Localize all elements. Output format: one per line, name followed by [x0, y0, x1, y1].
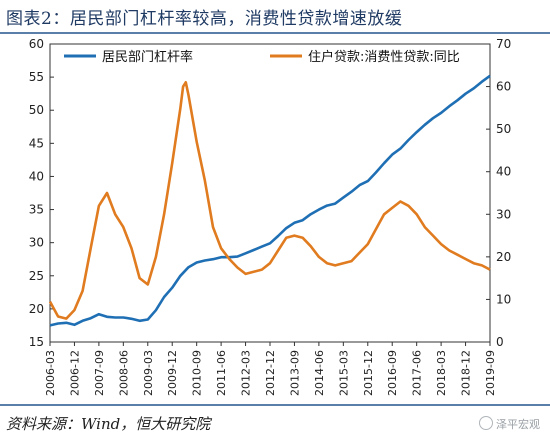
- x-tick-label: 2007-09: [93, 350, 106, 396]
- left-tick-label: 15: [29, 335, 44, 349]
- left-tick-label: 50: [29, 103, 44, 117]
- x-tick-label: 2012-12: [264, 350, 277, 396]
- left-tick-label: 55: [29, 70, 44, 84]
- right-tick-label: 10: [496, 292, 511, 306]
- x-tick-label: 2009-12: [166, 350, 179, 396]
- left-tick-label: 30: [29, 236, 44, 250]
- x-tick-label: 2016-09: [386, 350, 399, 396]
- chart-title: 图表2：居民部门杠杆率较高，消费性贷款增速放缓: [6, 9, 403, 29]
- x-tick-label: 2009-03: [142, 350, 155, 396]
- left-tick-label: 35: [29, 203, 44, 217]
- series-line-leverage: [49, 74, 491, 327]
- left-tick-label: 45: [29, 136, 44, 150]
- right-tick-label: 0: [496, 335, 504, 349]
- x-tick-label: 2012-03: [240, 350, 253, 396]
- x-tick-label: 2013-09: [288, 350, 301, 396]
- x-tick-label: 2015-12: [362, 350, 375, 396]
- left-tick-label: 25: [29, 269, 44, 283]
- source-bar: 资料来源：Wind，恒大研究院 泽平宏观: [0, 404, 550, 442]
- x-tick-label: 2017-06: [411, 350, 424, 396]
- x-tick-label: 2015-03: [337, 350, 350, 396]
- x-tick-label: 2006-03: [44, 350, 57, 396]
- title-bar: 图表2：居民部门杠杆率较高，消费性贷款增速放缓: [0, 0, 550, 34]
- left-tick-label: 20: [29, 302, 44, 316]
- left-tick-label: 60: [29, 37, 44, 51]
- watermark: 泽平宏观: [479, 416, 540, 432]
- right-tick-label: 60: [496, 80, 511, 94]
- source-note: 资料来源：Wind，恒大研究院: [6, 415, 211, 433]
- left-tick-label: 40: [29, 169, 44, 183]
- x-tick-label: 2018-03: [435, 350, 448, 396]
- x-tick-label: 2019-09: [484, 350, 497, 396]
- x-tick-label: 2010-09: [191, 350, 204, 396]
- series-line-consumer-loan: [48, 81, 491, 320]
- right-tick-label: 70: [496, 37, 511, 51]
- plot-frame: [49, 43, 491, 343]
- x-tick-label: 2006-12: [68, 350, 81, 396]
- line-chart: 15 20 25 30 35 40 45 50 55 60 0 10 20 30 40 50 60 70 2006-…: [29, 37, 512, 396]
- right-tick-label: 40: [496, 165, 511, 179]
- right-tick-label: 50: [496, 122, 511, 136]
- wechat-icon: [479, 416, 493, 430]
- x-tick-label: 2008-06: [117, 350, 130, 396]
- x-tick-label: 2011-06: [215, 350, 228, 396]
- right-tick-label: 30: [496, 207, 511, 221]
- legend-label: 住户贷款:消费性贷款:同比: [308, 49, 460, 65]
- legend-label: 居民部门杠杆率: [102, 49, 193, 65]
- right-tick-label: 20: [496, 250, 511, 264]
- watermark-text: 泽平宏观: [496, 418, 540, 431]
- x-tick-label: 2014-06: [313, 350, 326, 396]
- x-tick-label: 2018-12: [460, 350, 473, 396]
